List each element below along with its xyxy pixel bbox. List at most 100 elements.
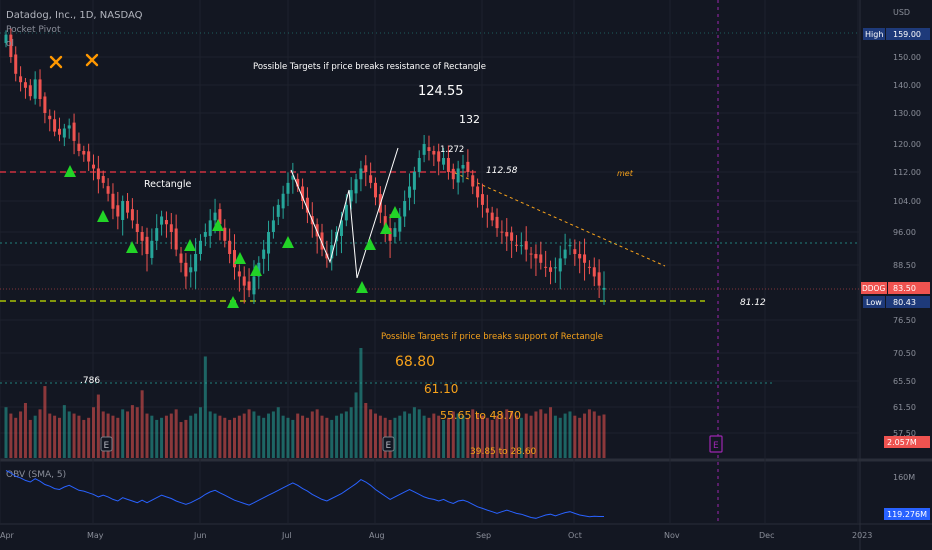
met-label: met	[617, 169, 634, 178]
earnings-marker-label: E	[386, 441, 392, 451]
volume-bar	[417, 409, 421, 458]
pocket-pivot-marker	[184, 239, 196, 251]
pocket-pivot-marker	[97, 210, 109, 222]
volume-bar	[505, 409, 509, 458]
rectangle-label: Rectangle	[144, 179, 191, 190]
volume-bar	[573, 415, 577, 458]
candle-body	[514, 244, 518, 246]
volume-bar	[412, 407, 416, 458]
candle-body	[383, 216, 387, 229]
candle-body	[267, 232, 271, 254]
candle-body	[43, 96, 47, 113]
volume-bar	[72, 413, 76, 458]
candle-body	[121, 201, 125, 220]
candle-body	[160, 216, 164, 225]
volume-bar	[437, 415, 441, 458]
candle-body	[38, 79, 42, 99]
candle-body	[466, 161, 470, 172]
earnings-marker-may[interactable]: E	[100, 436, 113, 452]
downside-target-4: 39.85 to 28.60	[470, 447, 537, 457]
volume-bar	[519, 417, 523, 458]
candle-body	[549, 267, 553, 272]
volume-bar	[320, 415, 324, 458]
volume-bar	[121, 409, 125, 458]
volume-bar	[393, 417, 397, 458]
volume-bar	[184, 419, 188, 458]
candle-body	[442, 158, 446, 165]
volume-bar	[257, 415, 261, 458]
candle-body	[92, 164, 96, 169]
earnings-marker-label: E	[713, 441, 719, 451]
volume-bar	[354, 392, 358, 458]
volume-bar	[67, 411, 71, 458]
indicator-volume[interactable]: ol	[6, 39, 14, 49]
candle-body	[135, 223, 139, 232]
volume-bar	[364, 403, 368, 458]
obv-pane[interactable]	[0, 462, 860, 524]
time-label: Apr	[0, 531, 15, 540]
time-label: Dec	[759, 531, 774, 540]
volume-bars	[4, 348, 606, 458]
volume-bar	[544, 413, 548, 458]
candle-body	[145, 236, 149, 254]
volume-bar	[422, 415, 426, 458]
candle-body	[330, 245, 334, 259]
currency-label: USD	[893, 8, 910, 17]
volume-bar	[9, 413, 13, 458]
volume-bar	[398, 415, 402, 458]
volume-bar	[524, 413, 528, 458]
earnings-marker-box	[382, 436, 395, 452]
earnings-marker-aug[interactable]: E	[382, 436, 395, 452]
price-axis[interactable]	[860, 0, 932, 550]
volume-bar	[442, 419, 446, 458]
candle-body	[359, 168, 363, 180]
volume-bar	[96, 394, 100, 458]
candle-body	[534, 254, 538, 259]
volume-bar	[4, 407, 8, 458]
obv-indicator-label[interactable]: OBV (SMA, 5)	[6, 470, 66, 480]
cross-marker	[49, 55, 63, 69]
candle-body	[578, 254, 582, 259]
pocket-pivot-marker	[389, 206, 401, 218]
volume-bar	[539, 409, 543, 458]
candle-body	[558, 258, 562, 272]
volume-bar	[242, 413, 246, 458]
earnings-marker-upcoming[interactable]: E	[709, 435, 723, 453]
candle-body	[53, 119, 57, 132]
candle-body	[573, 249, 577, 254]
price-tick-label: 76.50	[893, 316, 916, 325]
candle-body	[276, 204, 280, 217]
candle-body	[57, 128, 61, 135]
volume-bar	[373, 413, 378, 458]
volume-bar	[252, 411, 256, 458]
candle-body	[490, 212, 494, 221]
volume-bar	[344, 411, 348, 458]
indicator-pocket-pivot[interactable]: Pocket Pivot	[6, 25, 61, 35]
pocket-pivot-marker	[234, 252, 246, 264]
volume-bar	[286, 417, 290, 458]
candle-body	[247, 281, 251, 291]
candle-body	[471, 175, 475, 187]
time-axis-labels[interactable]: Apr May Jun Jul Aug Sep Oct Nov Dec 2023	[0, 531, 872, 540]
volume-bar	[558, 417, 562, 458]
volume-bar	[38, 409, 42, 458]
candle-body	[19, 76, 23, 83]
candle-body	[77, 143, 81, 151]
candle-body	[33, 79, 37, 99]
candle-body	[291, 175, 295, 180]
candle-body	[305, 197, 309, 213]
low-badge-label: Low	[866, 298, 882, 307]
volume-bar	[578, 417, 582, 458]
candle-body	[500, 231, 504, 233]
volume-bar	[461, 415, 465, 458]
volume-bar	[305, 417, 309, 458]
price-tick-label: 70.50	[893, 349, 916, 358]
price-pane[interactable]	[0, 0, 860, 458]
candle-body	[417, 158, 421, 172]
zigzag-pattern	[290, 147, 399, 279]
volume-bar	[33, 415, 37, 458]
candle-body	[72, 122, 76, 141]
volume-bar	[267, 413, 271, 458]
volume-bar	[130, 405, 134, 458]
candle-body	[592, 267, 596, 277]
